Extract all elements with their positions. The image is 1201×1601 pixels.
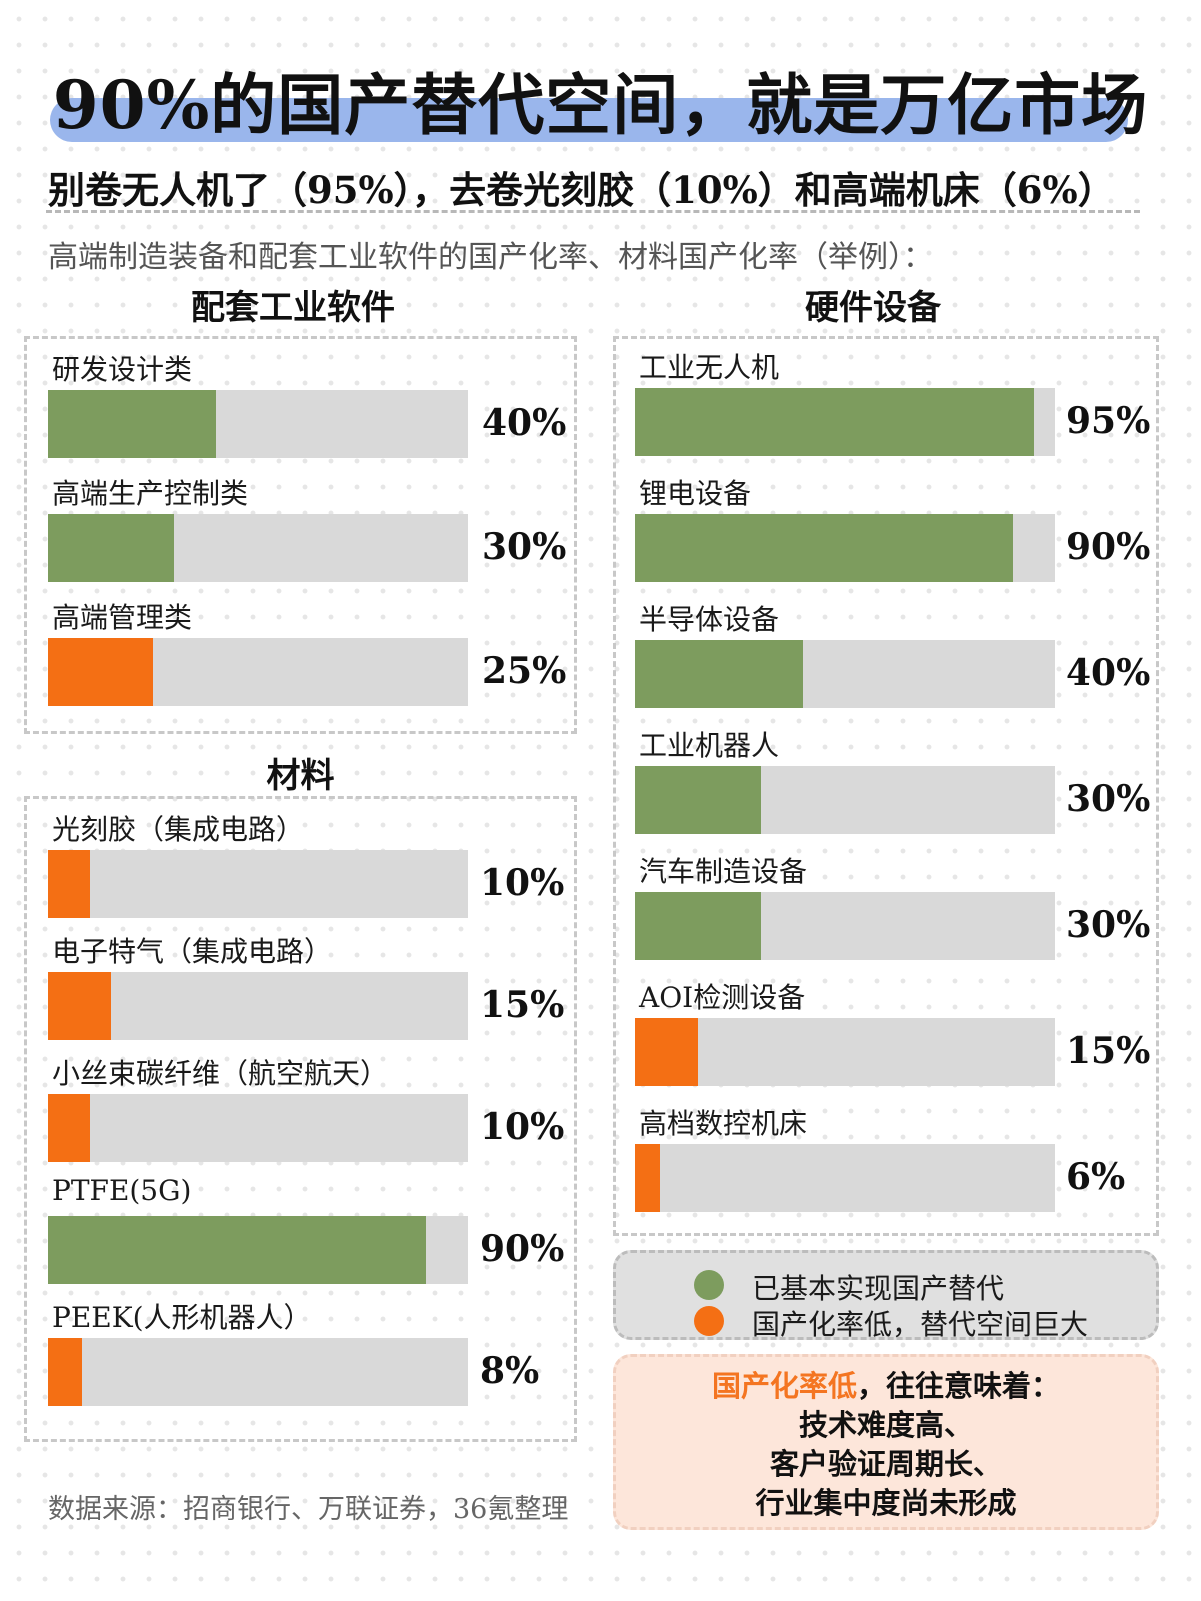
bar-label: 研发设计类 [52, 353, 193, 386]
bar-value-label: 8% [480, 1350, 540, 1392]
bar [635, 892, 761, 960]
bar-value-label: 10% [480, 862, 565, 904]
bar [48, 638, 153, 706]
bar-value-label: 15% [1066, 1030, 1151, 1072]
bar-value-label: 30% [482, 526, 567, 568]
bar-track [635, 892, 1055, 960]
section-title-materials: 材料 [266, 756, 335, 796]
software-panel [24, 336, 577, 734]
bar-label: 高端生产控制类 [52, 477, 249, 510]
bar-label: 高档数控机床 [639, 1107, 808, 1140]
bar-label: 光刻胶（集成电路） [52, 813, 305, 846]
bar-value-label: 15% [480, 984, 565, 1026]
materials-panel [24, 796, 577, 1442]
bar [48, 972, 111, 1040]
bar-label: 电子特气（集成电路） [52, 935, 333, 968]
bar-track [48, 1338, 468, 1406]
bar-label: 锂电设备 [639, 477, 752, 510]
bar-value-label: 30% [1066, 904, 1151, 946]
subtitle-divider [46, 210, 1140, 213]
bar [635, 766, 761, 834]
bar-label: PEEK(人形机器人） [52, 1301, 312, 1334]
legend-label-low: 国产化率低，替代空间巨大 [752, 1308, 1089, 1341]
bar [635, 640, 803, 708]
bar-value-label: 6% [1066, 1156, 1126, 1198]
legend: 已基本实现国产替代 国产化率低，替代空间巨大 [613, 1250, 1159, 1343]
legend-item-low: 国产化率低，替代空间巨大 [694, 1303, 1089, 1343]
bar-track [48, 972, 468, 1040]
note-line-1: 国产化率低，往往意味着： [616, 1367, 1156, 1406]
bar-track [48, 1094, 468, 1162]
bar-track [48, 390, 468, 458]
bar-track [635, 1018, 1055, 1086]
bar-value-label: 10% [480, 1106, 565, 1148]
note-line-4: 行业集中度尚未形成 [755, 1486, 1017, 1520]
bar-value-label: 40% [1066, 652, 1151, 694]
legend-item-achieved: 已基本实现国产替代 [694, 1267, 1005, 1307]
legend-label-achieved: 已基本实现国产替代 [752, 1272, 1005, 1305]
bar-value-label: 30% [1066, 778, 1151, 820]
bar-value-label: 90% [480, 1228, 565, 1270]
bar-track [635, 766, 1055, 834]
note-box: 国产化率低，往往意味着： 技术难度高、 客户验证周期长、 行业集中度尚未形成 [613, 1354, 1159, 1530]
bar [48, 1094, 90, 1162]
page-title: 90%的国产替代空间，就是万亿市场 [52, 66, 1149, 144]
bar [48, 514, 174, 582]
bar [48, 850, 90, 918]
title-highlight-band [50, 98, 1128, 142]
bar-track [48, 850, 468, 918]
bar [48, 390, 216, 458]
section-title-hardware: 硬件设备 [805, 288, 941, 328]
bar-value-label: 40% [482, 402, 567, 444]
legend-dot-orange [694, 1306, 724, 1336]
page-description: 高端制造装备和配套工业软件的国产化率、材料国产化率（举例）： [48, 240, 933, 275]
bar-label: 小丝束碳纤维（航空航天） [52, 1057, 389, 1090]
bar-track [635, 640, 1055, 708]
bar-label: AOI检测设备 [639, 981, 806, 1014]
bar-label: 工业机器人 [639, 729, 780, 762]
bar [635, 1144, 661, 1212]
bar-track [48, 638, 468, 706]
note-line-3: 客户验证周期长、 [769, 1447, 1002, 1481]
section-title-software: 配套工业软件 [191, 288, 395, 328]
page-subtitle: 别卷无人机了（95%），去卷光刻胶（10%）和高端机床（6%） [48, 168, 1115, 212]
bar [635, 388, 1034, 456]
bar-value-label: 90% [1066, 526, 1151, 568]
bar-value-label: 95% [1066, 400, 1151, 442]
bar [635, 1018, 698, 1086]
bar-label: 半导体设备 [639, 603, 780, 636]
hardware-panel [613, 336, 1159, 1236]
bar [48, 1216, 426, 1284]
note-highlight: 国产化率低 [711, 1369, 857, 1403]
bar-track [635, 1144, 1055, 1212]
bar-label: 工业无人机 [639, 351, 780, 384]
bar-track [635, 388, 1055, 456]
note-line-1-rest: ，往往意味着： [857, 1369, 1061, 1403]
bar-track [48, 1216, 468, 1284]
bar-label: PTFE(5G) [52, 1174, 192, 1207]
bar-track [635, 514, 1055, 582]
bar-label: 汽车制造设备 [639, 855, 808, 888]
bar-label: 高端管理类 [52, 601, 193, 634]
bar [48, 1338, 82, 1406]
note-line-2: 技术难度高、 [798, 1408, 973, 1442]
bar [635, 514, 1013, 582]
legend-dot-green [694, 1270, 724, 1300]
data-source: 数据来源：招商银行、万联证券，36氪整理 [48, 1494, 569, 1525]
bar-value-label: 25% [482, 650, 567, 692]
bar-track [48, 514, 468, 582]
